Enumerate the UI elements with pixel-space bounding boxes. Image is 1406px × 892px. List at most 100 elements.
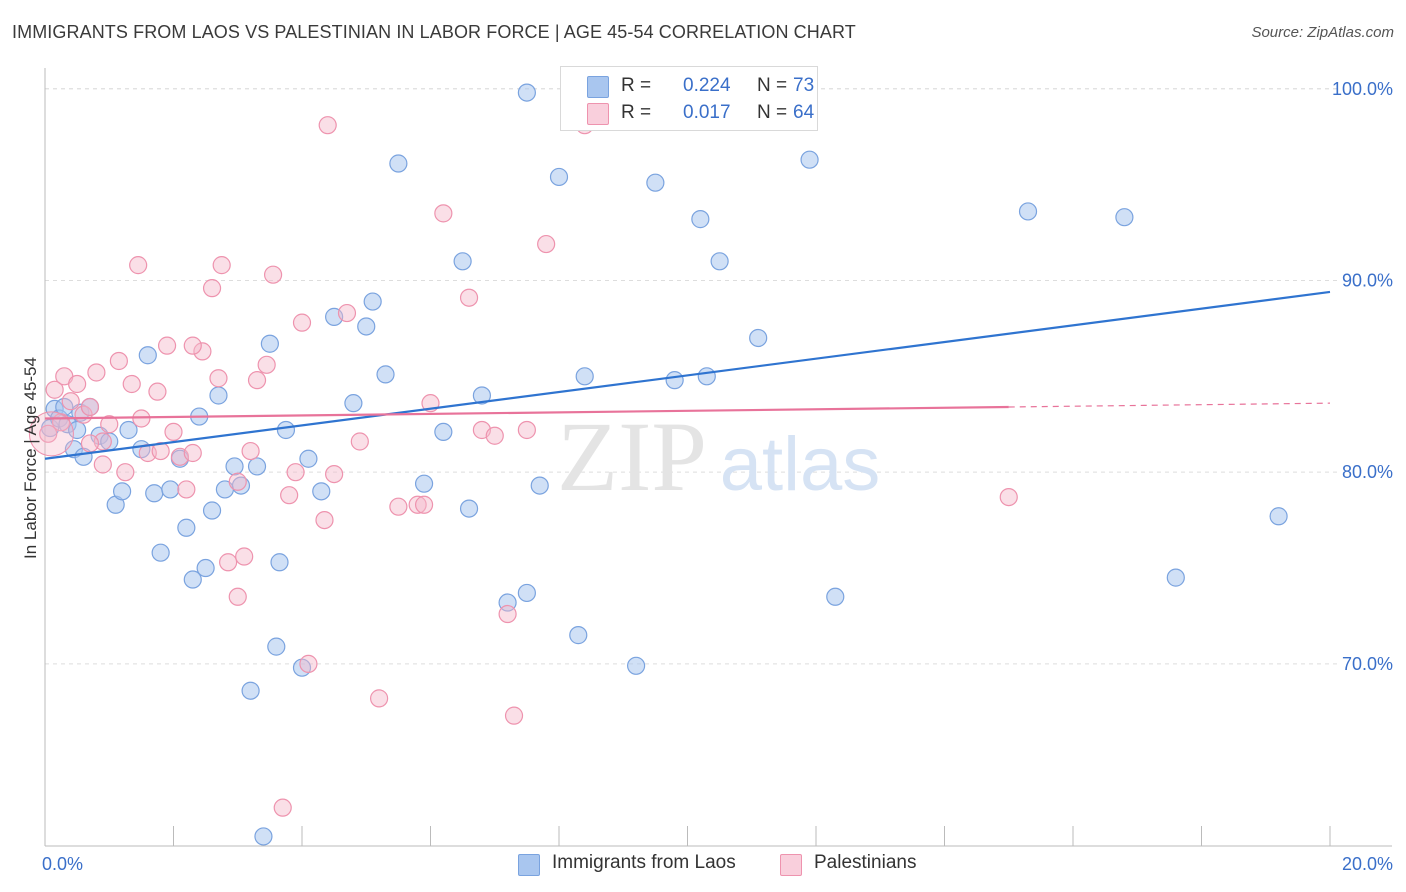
- y-tick-label: 70.0%: [1342, 654, 1393, 674]
- legend-r-value: 0.017: [683, 102, 731, 123]
- data-point-palestinians: [68, 374, 87, 394]
- data-point-palestinians: [999, 487, 1018, 507]
- data-point-palestinians: [337, 303, 357, 323]
- legend-swatch-laos: [518, 854, 540, 876]
- data-point-laos: [376, 365, 395, 384]
- data-point-palestinians: [241, 441, 260, 461]
- data-point-laos: [453, 252, 472, 271]
- watermark: ZIP atlas: [557, 401, 880, 512]
- y-axis-title: In Labor Force | Age 45-54: [21, 357, 40, 559]
- data-point-palestinians: [202, 279, 222, 298]
- legend-r-value: 0.224: [683, 75, 731, 96]
- legend-swatch-palestinians: [780, 854, 802, 876]
- x-tick-label: 0.0%: [42, 854, 83, 874]
- data-point-laos: [517, 583, 536, 603]
- data-point-palestinians: [485, 426, 504, 445]
- data-point-laos: [710, 252, 729, 271]
- data-point-palestinians: [235, 547, 254, 566]
- data-point-cluster: [28, 411, 74, 457]
- legend-label-laos: Immigrants from Laos: [552, 852, 736, 873]
- data-point-laos: [68, 420, 87, 440]
- legend-r-label: R =: [621, 102, 652, 123]
- data-point-laos: [225, 457, 244, 476]
- data-point-laos: [196, 558, 215, 578]
- data-point-palestinians: [177, 480, 196, 499]
- data-point-laos: [826, 587, 845, 606]
- legend-n-value: 73: [793, 75, 815, 96]
- data-point-laos: [1115, 208, 1134, 227]
- series-palestinians-points: [28, 116, 1018, 817]
- legend-r-label: R =: [621, 75, 652, 96]
- data-point-laos: [145, 484, 164, 503]
- data-point-palestinians: [517, 420, 536, 440]
- data-point-laos: [1269, 507, 1288, 526]
- data-point-laos: [183, 570, 202, 589]
- data-point-palestinians: [408, 495, 427, 514]
- source-label: Source: ZipAtlas.com: [1251, 24, 1394, 41]
- data-point-palestinians: [299, 654, 318, 673]
- data-point-laos: [569, 626, 588, 645]
- data-point-laos: [800, 150, 819, 169]
- data-point-laos: [414, 474, 434, 493]
- data-point-palestinians: [459, 288, 479, 307]
- data-point-laos: [646, 173, 665, 192]
- data-point-palestinians: [434, 204, 453, 223]
- data-point-palestinians: [292, 313, 312, 332]
- data-point-laos: [363, 292, 382, 311]
- data-point-laos: [697, 367, 716, 386]
- data-point-laos: [691, 210, 710, 229]
- data-point-laos: [241, 681, 260, 700]
- data-point-laos: [357, 317, 376, 336]
- data-point-laos: [530, 476, 549, 495]
- data-point-laos: [299, 449, 318, 468]
- data-point-palestinians: [212, 256, 231, 275]
- legend-stats: R = 0.224 N = 73 R = 0.017 N = 64: [560, 66, 818, 131]
- data-point-palestinians: [39, 424, 58, 443]
- data-point-laos: [209, 386, 228, 405]
- data-point-palestinians: [273, 798, 292, 817]
- data-point-laos: [202, 501, 222, 520]
- data-point-palestinians: [122, 374, 141, 394]
- data-point-palestinians: [116, 463, 135, 482]
- data-point-palestinians: [414, 495, 434, 514]
- trend-line-palestinians: [44, 405, 1009, 420]
- data-point-palestinians: [151, 441, 170, 461]
- data-point-palestinians: [389, 497, 408, 516]
- data-point-laos: [119, 420, 138, 440]
- data-point-palestinians: [280, 486, 299, 505]
- data-point-palestinians: [350, 432, 369, 451]
- legend-swatch-palestinians: [587, 103, 609, 125]
- data-point-palestinians: [228, 472, 247, 491]
- series-laos-points: [41, 83, 1288, 846]
- data-point-palestinians: [193, 342, 212, 361]
- data-point-palestinians: [61, 392, 80, 411]
- data-point-palestinians: [370, 689, 389, 708]
- x-tick-label: 20.0%: [1342, 854, 1393, 874]
- data-point-laos: [575, 367, 594, 386]
- data-point-laos: [626, 656, 646, 675]
- data-point-laos: [389, 154, 408, 173]
- data-point-laos: [749, 328, 768, 348]
- data-point-palestinians: [247, 371, 267, 390]
- data-point-laos: [665, 371, 684, 390]
- legend-swatch-laos: [587, 76, 609, 98]
- legend-n-value: 64: [793, 102, 815, 123]
- data-point-laos: [312, 482, 331, 501]
- data-point-laos: [270, 553, 289, 572]
- legend-n-label: N =: [757, 102, 788, 123]
- data-point-palestinians: [93, 455, 112, 474]
- data-point-laos: [151, 543, 170, 562]
- data-point-palestinians: [498, 604, 517, 624]
- data-point-palestinians: [286, 463, 305, 482]
- data-point-laos: [344, 394, 363, 413]
- data-point-palestinians: [87, 363, 106, 382]
- data-point-palestinians: [80, 397, 100, 417]
- watermark-zip: ZIP: [557, 401, 707, 512]
- data-point-palestinians: [315, 510, 334, 530]
- data-point-palestinians: [263, 265, 283, 284]
- data-point-palestinians: [45, 380, 64, 399]
- trend-line-laos: [44, 290, 1331, 460]
- data-point-palestinians: [257, 355, 276, 374]
- data-point-palestinians: [537, 234, 556, 254]
